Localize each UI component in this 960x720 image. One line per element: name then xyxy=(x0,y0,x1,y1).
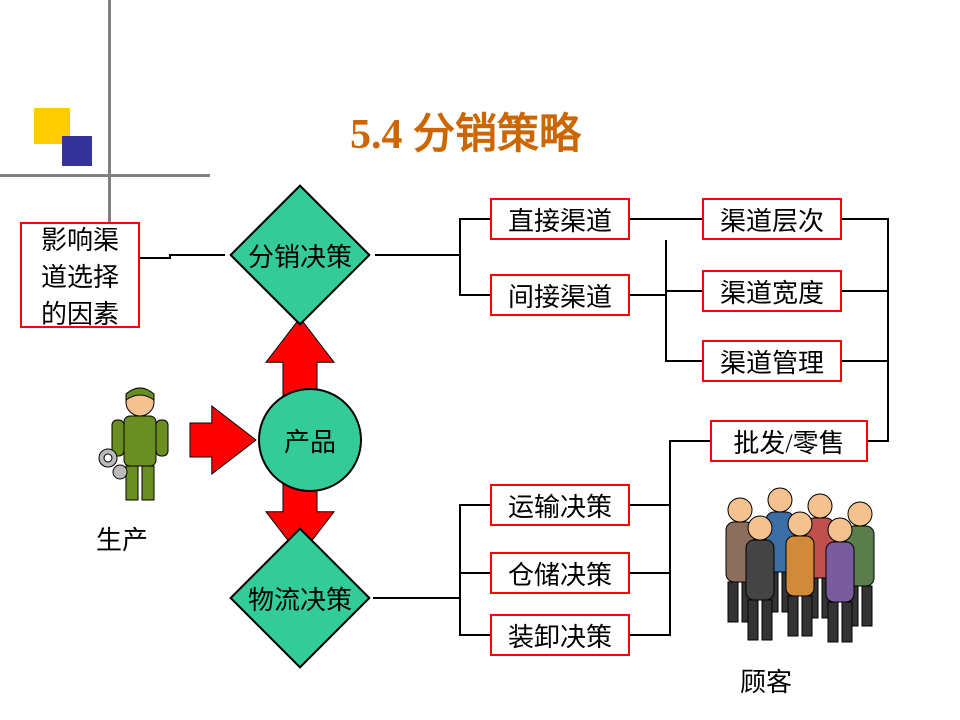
node-storage: 仓储决策 xyxy=(490,552,630,594)
node-store-label: 仓储决策 xyxy=(508,555,612,592)
node-trans-label: 运输决策 xyxy=(508,487,612,524)
decor-hline xyxy=(0,174,210,177)
node-factors-label: 影响渠道选择的因素 xyxy=(41,220,119,331)
node-load-label: 装卸决策 xyxy=(508,617,612,654)
node-distribution-decision: 分销决策 xyxy=(226,181,374,329)
node-channel-manage: 渠道管理 xyxy=(702,340,842,382)
decor-vline xyxy=(108,0,111,250)
caption-produce: 生产 xyxy=(96,520,148,557)
node-direct-label: 直接渠道 xyxy=(508,201,612,238)
node-loading: 装卸决策 xyxy=(490,614,630,656)
node-indirect-label: 间接渠道 xyxy=(508,277,612,314)
caption-customer: 顾客 xyxy=(740,662,792,699)
node-product-label: 产品 xyxy=(284,422,336,459)
node-direct-channel: 直接渠道 xyxy=(490,198,630,240)
node-logistics-decision: 物流决策 xyxy=(226,524,374,672)
node-channel-width: 渠道宽度 xyxy=(702,270,842,312)
node-retail-label: 批发/零售 xyxy=(733,423,844,460)
node-channel-level: 渠道层次 xyxy=(702,198,842,240)
node-distribution-label: 分销决策 xyxy=(248,237,352,274)
worker-icon xyxy=(90,380,190,510)
node-logistics-label: 物流决策 xyxy=(248,580,352,617)
node-level-label: 渠道层次 xyxy=(720,201,824,238)
node-manage-label: 渠道管理 xyxy=(720,343,824,380)
node-product: 产品 xyxy=(258,388,362,492)
crowd-icon xyxy=(700,480,900,650)
decor-square-blue xyxy=(62,136,92,166)
node-transport: 运输决策 xyxy=(490,484,630,526)
node-indirect-channel: 间接渠道 xyxy=(490,274,630,316)
node-wholesale-retail: 批发/零售 xyxy=(710,420,868,462)
page-title: 5.4 分销策略 xyxy=(350,100,581,161)
node-factors: 影响渠道选择的因素 xyxy=(20,222,140,328)
diagram-canvas: 5.4 分销策略 影响渠道选择的因素 分销决策 产品 物流决策 直接渠道 间接渠… xyxy=(0,0,960,720)
node-width-label: 渠道宽度 xyxy=(720,273,824,310)
